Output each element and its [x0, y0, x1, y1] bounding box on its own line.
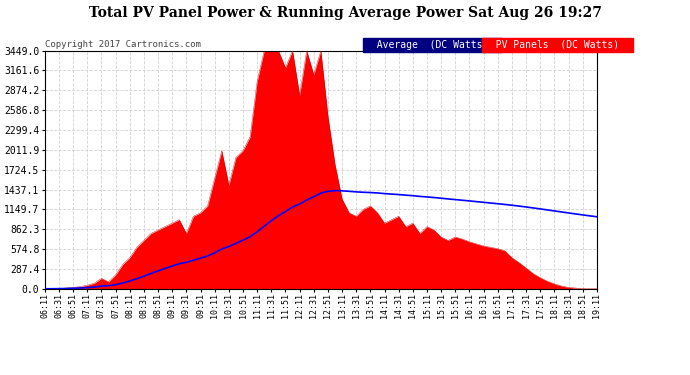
- Text: Total PV Panel Power & Running Average Power Sat Aug 26 19:27: Total PV Panel Power & Running Average P…: [88, 6, 602, 20]
- Text: Average  (DC Watts): Average (DC Watts): [365, 40, 500, 50]
- Text: Copyright 2017 Cartronics.com: Copyright 2017 Cartronics.com: [45, 40, 201, 49]
- Text: PV Panels  (DC Watts): PV Panels (DC Watts): [484, 40, 631, 50]
